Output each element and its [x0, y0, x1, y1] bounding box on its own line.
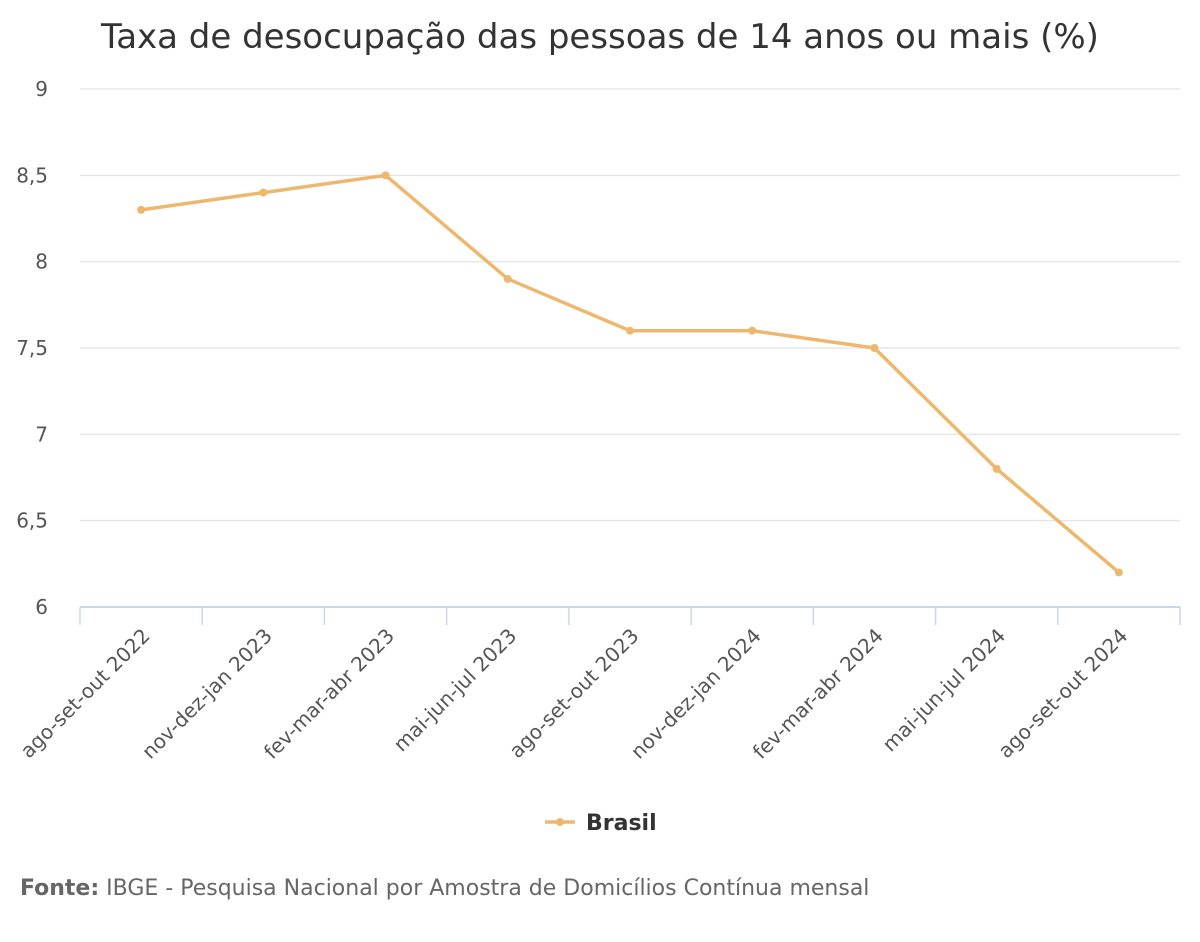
data-point[interactable] [381, 171, 390, 180]
source-prefix: Fonte: [20, 876, 100, 901]
legend-marker [556, 818, 564, 826]
source-text: IBGE - Pesquisa Nacional por Amostra de … [99, 876, 870, 901]
legend[interactable]: Brasil [545, 811, 657, 836]
x-tick-label: ago-set-out 2023 [504, 624, 643, 763]
y-tick-label: 8 [35, 250, 48, 274]
x-tick-label: mai-jun-jul 2023 [389, 624, 522, 757]
series-line-brasil [139, 173, 1121, 575]
y-tick-label: 6,5 [16, 509, 48, 533]
y-tick-label: 7 [35, 422, 48, 446]
legend-item-brasil[interactable]: Brasil [545, 811, 657, 836]
data-point[interactable] [626, 326, 634, 335]
x-tick-label: nov-dez-jan 2024 [626, 624, 766, 764]
x-tick-label: mai-jun-jul 2024 [877, 624, 1010, 757]
x-tick-label: ago-set-out 2022 [15, 624, 154, 763]
y-tick-label: 9 [35, 77, 48, 101]
chart-title: Taxa de desocupação das pessoas de 14 an… [100, 17, 1099, 57]
x-tick-label: fev-mar-abr 2024 [748, 624, 888, 764]
y-axis: 6 6,5 7 7,5 8 8,5 9 [16, 77, 48, 619]
data-point[interactable] [748, 326, 757, 335]
source-note: Fonte: IBGE - Pesquisa Nacional por Amos… [20, 876, 869, 901]
data-point[interactable] [870, 344, 879, 352]
data-point[interactable] [1114, 568, 1123, 577]
x-tick-label: nov-dez-jan 2023 [137, 624, 277, 764]
y-tick-label: 8,5 [16, 163, 48, 187]
data-point[interactable] [503, 274, 512, 283]
legend-label: Brasil [586, 811, 657, 836]
series-layer [137, 171, 1123, 577]
y-tick-label: 6 [35, 595, 48, 619]
x-tick-label: ago-set-out 2024 [993, 624, 1132, 763]
data-point[interactable] [259, 188, 268, 197]
data-point[interactable] [992, 464, 1001, 473]
y-tick-label: 7,5 [16, 336, 48, 360]
grid-lines [80, 88, 1180, 522]
data-point[interactable] [137, 205, 146, 214]
x-tick-label: fev-mar-abr 2023 [259, 624, 399, 764]
